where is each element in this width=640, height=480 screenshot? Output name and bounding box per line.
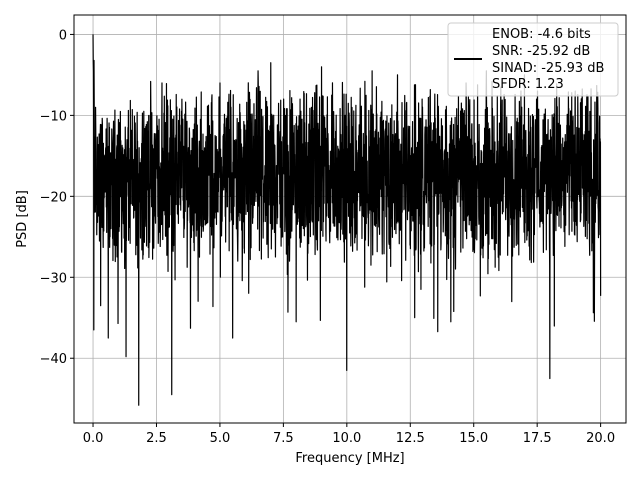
y-tick-label: −10 — [40, 109, 67, 124]
y-axis-ticks: 0 −10 −20 −30 −40 — [40, 28, 74, 367]
x-tick-label: 15.0 — [459, 431, 488, 446]
x-axis-label: Frequency [MHz] — [295, 451, 404, 466]
y-tick-label: −40 — [40, 352, 67, 367]
x-tick-label: 10.0 — [332, 431, 361, 446]
psd-trace — [92, 34, 602, 406]
y-axis-label: PSD [dB] — [15, 190, 30, 248]
y-tick-label: −30 — [40, 271, 67, 286]
legend-snr: SNR: -25.92 dB — [492, 44, 590, 59]
y-tick-label: 0 — [59, 28, 67, 43]
legend-sfdr: SFDR: 1.23 — [492, 77, 564, 92]
x-tick-label: 0.0 — [83, 431, 104, 446]
axes-frame — [73, 14, 627, 424]
x-tick-label: 12.5 — [396, 431, 425, 446]
x-tick-label: 20.0 — [586, 431, 615, 446]
y-tick-label: −20 — [40, 190, 67, 205]
psd-series-line — [92, 34, 602, 406]
legend: ENOB: -4.6 bits SNR: -25.92 dB SINAD: -2… — [447, 22, 619, 97]
legend-box — [447, 22, 619, 97]
x-tick-label: 2.5 — [146, 431, 167, 446]
x-tick-label: 7.5 — [273, 431, 294, 446]
x-tick-label: 17.5 — [523, 431, 552, 446]
x-axis-ticks: 0.0 2.5 5.0 7.5 10.0 12.5 15.0 17.5 20.0 — [83, 423, 615, 446]
x-tick-label: 5.0 — [210, 431, 231, 446]
legend-sinad: SINAD: -25.93 dB — [492, 61, 604, 76]
legend-enob: ENOB: -4.6 bits — [492, 27, 591, 42]
